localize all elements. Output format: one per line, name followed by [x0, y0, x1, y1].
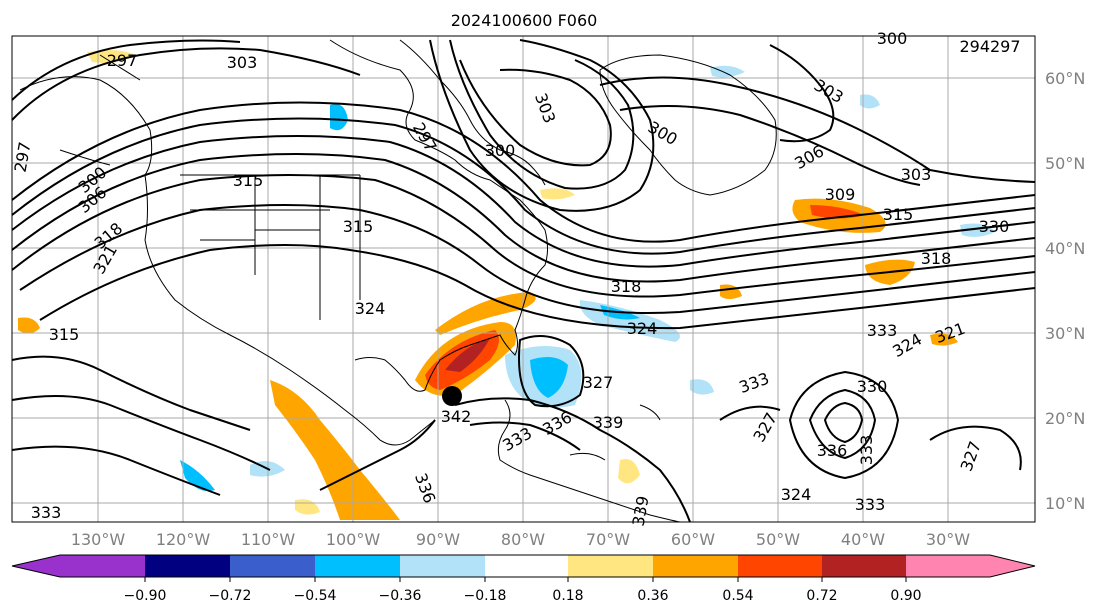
lat-label: 50°N — [1045, 154, 1085, 173]
contour-label: 315 — [883, 205, 914, 224]
colorbar-tick-label: 0.36 — [637, 588, 668, 604]
colorbar-tick-label: −0.72 — [209, 588, 252, 604]
contour-label: 333 — [857, 435, 876, 466]
contour-label: 330 — [857, 377, 888, 396]
contour-label: 339 — [629, 494, 653, 527]
colorbar-segment — [230, 555, 315, 577]
coastlines — [19, 39, 777, 523]
longitude-labels: 130°W 120°W 110°W 100°W 90°W 80°W 70°W 6… — [71, 530, 970, 549]
lat-label: 60°N — [1045, 69, 1085, 88]
contour-label: 324 — [355, 299, 386, 318]
contour-label: 315 — [49, 325, 80, 344]
colorbar-segment — [653, 555, 738, 577]
colorbar-tick-label: −0.36 — [379, 588, 422, 604]
colorbar: −0.90 −0.72 −0.54 −0.36 −0.18 0.18 0.36 … — [11, 554, 1036, 604]
colorbar-segment — [822, 555, 906, 577]
map-title: 2024100600 F060 — [451, 11, 598, 30]
colorbar-tick-label: −0.54 — [294, 588, 337, 604]
latitude-labels: 60°N 50°N 40°N 30°N 20°N 10°N — [1045, 69, 1085, 513]
contour-label: 303 — [901, 165, 932, 184]
lat-label: 30°N — [1045, 324, 1085, 343]
colorbar-segment — [906, 555, 990, 577]
lon-label: 110°W — [241, 530, 296, 549]
colorbar-segment — [60, 555, 145, 577]
contour-label: 333 — [855, 495, 886, 514]
colorbar-segment — [990, 555, 1035, 577]
contour-label: 339 — [593, 413, 624, 432]
contour-label: 318 — [611, 277, 642, 296]
contour-label: 303 — [227, 53, 258, 72]
lat-label: 10°N — [1045, 494, 1085, 513]
contours — [11, 39, 1036, 523]
graticule — [12, 36, 1035, 522]
contour-label: 315 — [343, 217, 374, 236]
contour-label: 297 — [107, 51, 138, 70]
contour-label: 330 — [979, 217, 1010, 236]
contour-label: 333 — [31, 503, 62, 522]
contour-label: 327 — [583, 373, 614, 392]
colorbar-tick-label: −0.90 — [124, 588, 167, 604]
colorbar-tick-label: −0.18 — [464, 588, 507, 604]
map-panel: 297 303 297 300 306 318 321 315 315 315 … — [11, 29, 1036, 528]
contour-label: 324 — [781, 485, 812, 504]
lon-label: 30°W — [926, 530, 970, 549]
lon-label: 40°W — [841, 530, 885, 549]
lon-label: 70°W — [586, 530, 630, 549]
lon-label: 60°W — [671, 530, 715, 549]
storm-center-marker — [442, 386, 462, 406]
map-frame — [11, 35, 1036, 523]
lon-label: 90°W — [416, 530, 460, 549]
colorbar-segment — [145, 555, 230, 577]
colorbar-tick-label: 0.18 — [552, 588, 583, 604]
colorbar-segment — [400, 555, 485, 577]
contour-label: 300 — [485, 141, 516, 160]
colorbar-tick-label: 0.72 — [806, 588, 837, 604]
contour-label: 300 — [877, 29, 908, 48]
contour-label: 342 — [441, 407, 472, 426]
lat-label: 40°N — [1045, 239, 1085, 258]
lat-label: 20°N — [1045, 409, 1085, 428]
contour-label: 324 — [627, 319, 658, 338]
contour-label: 294297 — [959, 37, 1020, 56]
contour-label: 336 — [817, 441, 848, 460]
colorbar-tick-label: 0.90 — [890, 588, 921, 604]
colorbar-outline — [11, 554, 1036, 578]
contour-label: 318 — [921, 249, 952, 268]
colorbar-tick-label: 0.54 — [722, 588, 753, 604]
contour-label: 309 — [825, 185, 856, 204]
lon-label: 100°W — [326, 530, 381, 549]
lon-label: 130°W — [71, 530, 126, 549]
lon-label: 50°W — [756, 530, 800, 549]
colorbar-segment — [12, 555, 60, 577]
colorbar-segment — [315, 555, 400, 577]
lon-label: 80°W — [501, 530, 545, 549]
colorbar-segment — [485, 555, 568, 577]
contour-label: 315 — [233, 171, 264, 190]
contour-label: 333 — [867, 321, 898, 340]
colorbar-segment — [568, 555, 653, 577]
lon-label: 120°W — [156, 530, 211, 549]
colorbar-segment — [738, 555, 822, 577]
